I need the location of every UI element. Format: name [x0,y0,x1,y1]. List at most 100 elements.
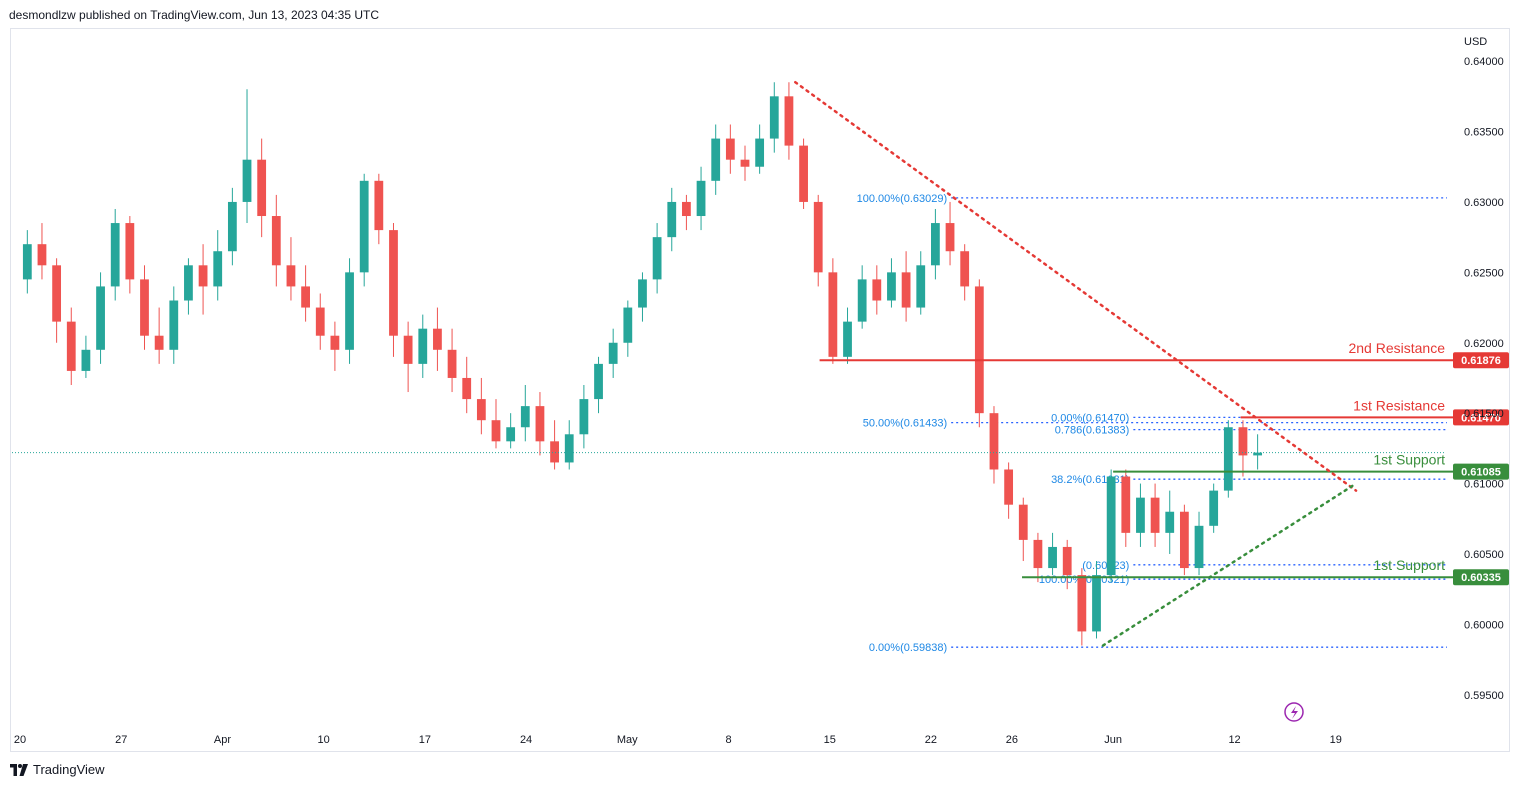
level-price-tag [1453,409,1509,426]
candle-body [843,321,852,357]
candle-body [506,427,516,442]
candle-body [22,244,32,280]
publish-header: desmondlzw published on TradingView.com,… [9,8,380,22]
x-tick-label: 12 [1228,734,1240,746]
candle-body [403,335,413,364]
candle-body [198,265,208,287]
y-tick-label: 0.63500 [1464,127,1504,139]
candle-body [345,272,354,350]
support-trendline [1101,482,1358,647]
x-tick-label: 22 [925,734,937,746]
candle-body [550,441,559,463]
y-tick-label: 0.59500 [1464,690,1504,702]
fib-level-label: 0.786(0.61383) [1055,425,1130,437]
candle-body [1077,575,1087,632]
y-tick-label: 0.64000 [1464,56,1504,68]
candle-body [608,342,618,364]
candle-body [154,335,164,350]
footer-brand[interactable]: TradingView [33,762,105,777]
y-tick-label: 0.60500 [1464,549,1504,561]
candle-body [1004,469,1014,505]
flash-icon[interactable] [1284,702,1304,722]
fib-level-label: 100.00%(0.63029) [857,193,948,205]
candles-layer [22,82,1263,646]
candle-body [916,265,926,308]
candle-body [447,349,457,378]
level-name: 1st Support [1373,557,1445,573]
candle-body [725,138,735,160]
x-tick-label: Apr [214,734,231,746]
tradingview-logo-icon[interactable] [10,763,28,776]
y-tick-label: 0.62000 [1464,338,1504,350]
x-tick-label: 20 [14,734,26,746]
candle-body [974,286,984,414]
level-price-label: 0.61470 [1461,412,1501,424]
level-price-tag [1453,352,1509,369]
level-price-label: 0.61876 [1461,355,1501,367]
fib-level-label: (0.60423) [1082,560,1129,572]
y-tick-label: 0.63000 [1464,197,1504,209]
candle-body [652,237,662,280]
candle-body [257,159,267,217]
x-tick-label: 24 [520,734,532,746]
candle-body [1209,490,1219,526]
level-name: 2nd Resistance [1348,340,1445,356]
level-price-tag [1453,569,1509,586]
candle-body [1062,546,1072,576]
fib-level-label: 0.00%(0.59838) [869,642,947,654]
x-tick-label: 17 [419,734,431,746]
candle-body [887,272,896,301]
candle-body [242,159,252,202]
candle-body [1238,427,1248,456]
candle-body [184,265,193,301]
y-tick-label: 0.60000 [1464,619,1504,631]
axis-layer: USD 0.64000 0.63500 0.63000 0.62500 0.62000 0.… [14,36,1504,746]
candle-body [1092,575,1101,632]
candle-body [579,399,589,435]
candle-body [140,279,149,336]
candle-body [1106,476,1116,576]
candle-body [1048,546,1057,569]
candle-body [359,180,369,273]
candle-body [330,335,340,350]
x-tick-label: Jun [1104,734,1122,746]
candle-body [1253,452,1263,456]
candle-body [476,399,486,421]
candle-body [1150,497,1160,533]
footer: TradingView [10,762,105,777]
candle-body [1223,427,1233,491]
candle-body [301,286,310,308]
x-tick-label: May [617,734,638,746]
candle-body [623,307,633,343]
candle-body [66,321,76,371]
candle-body [1165,511,1175,533]
candle-body [872,279,882,301]
trendlines-layer [794,80,1358,647]
candle-body [169,300,179,350]
candle-body [462,377,472,400]
candle-body [1018,504,1028,540]
candle-body [1121,476,1131,533]
chart-frame[interactable] [10,28,1510,752]
fib-level-label: 0.00%(0.61470) [1051,412,1129,424]
fib-layer: 100.00%(0.63029) 50.00%(0.61433) 0.00%(0.5… [857,193,1447,654]
candle-body [901,272,911,308]
fib-level-label: 38.2%(0.61031) [1051,474,1129,486]
candle-body [1136,497,1145,533]
candle-body [682,201,691,217]
fib-level-label: 50.00%(0.61433) [863,418,947,430]
candle-body [638,279,647,308]
levels-layer: 2nd Resistance 0.61876 1st Resistance 0.614… [12,340,1509,586]
candle-body [271,216,281,266]
candle-body [696,180,706,217]
candle-body [755,138,765,167]
candle-body [520,406,530,428]
y-tick-label: 0.61000 [1464,479,1504,491]
candle-body [564,434,574,463]
candle-body [227,201,237,252]
candle-body [110,223,120,287]
candle-body [96,286,105,350]
candle-body [213,251,223,287]
x-tick-label: 26 [1006,734,1018,746]
